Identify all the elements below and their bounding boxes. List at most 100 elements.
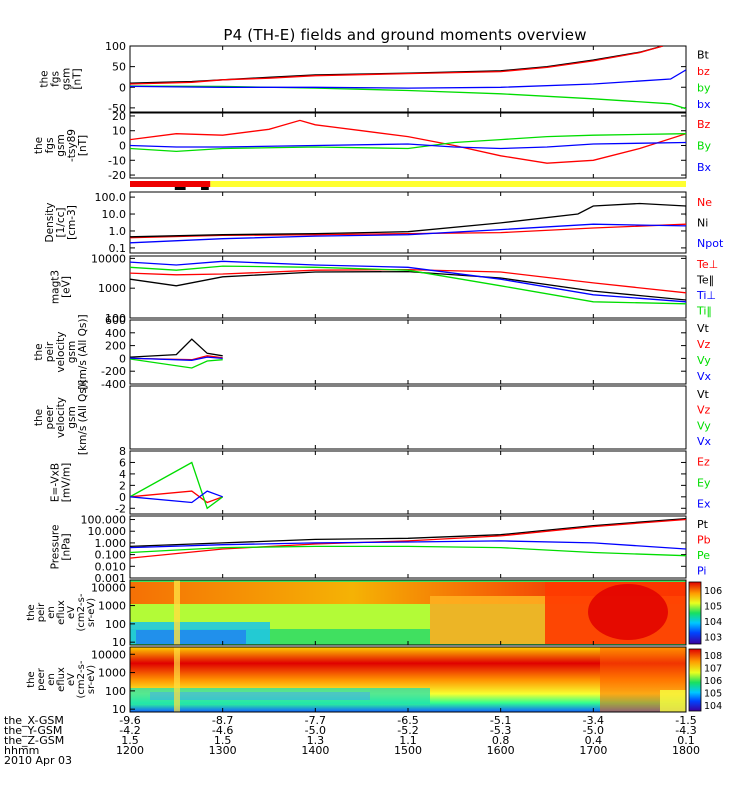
y-axis-label: gsm: [66, 406, 78, 428]
legend-label: Ey: [697, 477, 711, 490]
y-axis-label: Pressure: [50, 525, 62, 570]
y-tick-label: 100.000: [81, 514, 127, 527]
y-tick-label: 600: [105, 314, 126, 327]
colorbar-label: 106: [704, 586, 722, 597]
mode-bar: [130, 181, 687, 190]
panel-frame: [129, 45, 687, 113]
legend-label: Pb: [697, 533, 711, 546]
colorbar-label: 107: [704, 664, 722, 675]
y-axis-label: [cm-3]: [66, 205, 78, 240]
y-axis-label: fgs: [44, 138, 56, 154]
orbit-value: -5.1: [490, 714, 511, 727]
y-tick-label: 0.1: [109, 242, 127, 255]
orbit-value: -5.0: [305, 724, 326, 737]
orbit-row-label: the_X-GSM: [4, 714, 64, 727]
series-line-bx: [130, 69, 686, 89]
orbit-value: 1700: [579, 744, 607, 757]
series-line-Ex: [130, 490, 223, 504]
y-tick-label: 10: [112, 636, 126, 649]
legend-label: Vy: [697, 354, 711, 367]
legend-label: Bt: [697, 48, 710, 61]
orbit-value: -4.3: [675, 724, 696, 737]
orbit-value: 1.3: [307, 734, 325, 747]
series-line-Pb: [130, 518, 686, 559]
y-tick-label: 0.001: [95, 572, 127, 585]
y-axis-label: velocity: [55, 397, 67, 438]
orbit-value: 1.5: [121, 734, 139, 747]
orbit-value: 1300: [209, 744, 237, 757]
orbit-value: -5.3: [490, 724, 511, 737]
legend-label: Te‖: [696, 273, 714, 286]
mode-bar-mark: [174, 187, 186, 190]
ion-spectrogram-image: [130, 580, 686, 645]
orbit-row-label: the_Z-GSM: [4, 734, 64, 747]
y-axis-label: [km/s (All Qs)]: [77, 314, 89, 389]
y-tick-label: 10000: [91, 581, 126, 594]
legend-label: Pi: [697, 564, 706, 577]
y-axis-label: [nT]: [77, 135, 89, 156]
y-axis-label: en: [46, 673, 57, 686]
orbit-value: 1.1: [399, 734, 417, 747]
legend-label: Vy: [697, 419, 711, 432]
series-line-by: [130, 85, 686, 110]
y-axis-label: (cm2-s-: [76, 660, 87, 698]
legend-label: Vz: [697, 404, 711, 417]
panel-electron_velocity: the peer velocity gsm [km/s (All Qs)] Vt Vz Vy V…: [33, 380, 712, 455]
panel-frame: [129, 255, 687, 319]
y-axis-label: eflux: [56, 667, 67, 692]
y-tick-label: -2: [115, 502, 126, 515]
orbit-value: 1600: [487, 744, 515, 757]
legend-label: Ti‖: [696, 304, 712, 317]
figure-title: P4 (TH-E) fields and ground moments over…: [223, 26, 587, 44]
orbit-value: -6.5: [397, 714, 418, 727]
y-axis-label: [nT]: [72, 68, 84, 89]
y-axis-label: en: [46, 606, 57, 619]
y-tick-label: -400: [101, 378, 126, 391]
colorbar-label: 105: [704, 688, 722, 699]
y-axis-label: peir: [44, 341, 56, 362]
orbit-value: -7.7: [305, 714, 326, 727]
y-axis-label: eV: [66, 606, 77, 619]
series-line-Bz: [130, 119, 686, 164]
colorbar-label: 105: [704, 601, 722, 612]
colorbar-label: 104: [704, 617, 722, 628]
series-line-Pe: [130, 545, 686, 557]
series-line-Ey: [130, 461, 224, 510]
series-line-Te‖: [130, 270, 686, 301]
orbit-value: 1500: [394, 744, 422, 757]
y-tick-label: 0: [119, 352, 126, 365]
orbit-value: -8.7: [212, 714, 233, 727]
orbit-value: -4.2: [119, 724, 140, 737]
y-axis-label: gsm: [55, 134, 67, 156]
y-axis-label: velocity: [55, 331, 67, 372]
legend-label: by: [697, 81, 711, 94]
y-tick-label: 10: [112, 125, 126, 138]
series-line-Pi: [130, 540, 686, 550]
y-axis-label: peer: [44, 405, 56, 430]
orbit-value: -9.6: [119, 714, 140, 727]
mode-bar-yellow: [210, 181, 687, 187]
series-line-Ti‖: [130, 265, 686, 305]
legend-label: Vt: [697, 388, 710, 401]
panel-temperature: 100 1000 10000 magt3 [eV] Te⊥ Te‖ Ti⊥ Ti‖: [50, 252, 719, 325]
y-tick-label: 4: [119, 468, 126, 481]
y-tick-label: 10.000: [88, 525, 127, 538]
y-axis-label: [eV]: [61, 276, 73, 298]
y-tick-label: 1.0: [109, 225, 127, 238]
legend-label: Bz: [697, 118, 711, 131]
series-line-Vx: [130, 356, 223, 361]
y-tick-label: 100: [105, 312, 126, 325]
series-line-Npot: [130, 223, 686, 244]
colorbar-label: 104: [704, 701, 722, 712]
orbit-value: 0.8: [492, 734, 510, 747]
orbit-row-label: hhmm: [4, 744, 39, 757]
orbit-row-label: the_Y-GSM: [4, 724, 62, 737]
series-line-bz: [130, 46, 663, 85]
series-line-Pt: [130, 517, 686, 548]
mode-bar-mark: [201, 187, 209, 190]
electron-spectrogram-image: [130, 647, 686, 712]
y-axis-label: [1/cc]: [55, 208, 67, 238]
